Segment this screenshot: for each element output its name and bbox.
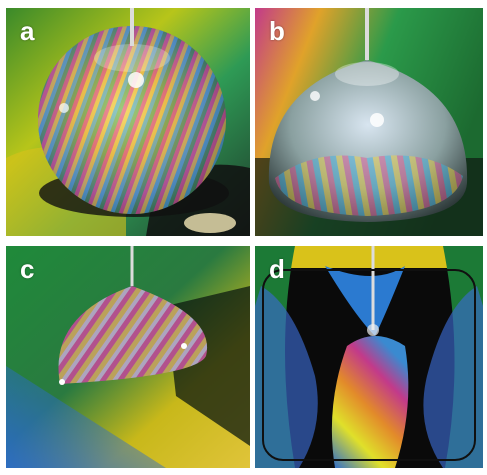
droplet-photo-a (6, 8, 250, 236)
droplet-photo-d (255, 246, 483, 468)
photo-panel-d: d (255, 246, 483, 468)
panel-label-d: d (269, 254, 285, 284)
photo-panel-b: b (255, 8, 483, 236)
panel-label-b: b (269, 16, 285, 46)
panel-label-c: c (20, 254, 35, 284)
droplet-photo-b (255, 8, 483, 236)
panel-label-a: a (20, 16, 35, 46)
photo-panel-a: a (6, 8, 250, 236)
photo-panel-c: c (6, 246, 250, 468)
droplet-photo-c (6, 246, 250, 468)
